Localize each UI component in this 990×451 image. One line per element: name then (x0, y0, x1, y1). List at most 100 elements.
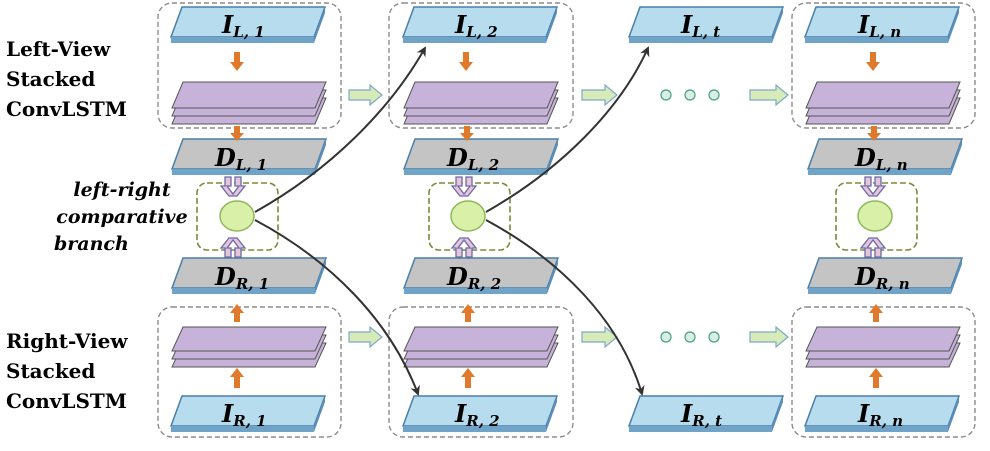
arrow-down-DL1 (230, 126, 244, 141)
DR-2-main: D (446, 262, 468, 291)
plate-IR-2 (401, 395, 559, 432)
DL-1-sub: L, 1 (235, 156, 267, 174)
IL-n-main: I (857, 10, 870, 39)
DL-n-main: D (854, 143, 876, 172)
plate-IR-n (803, 395, 961, 432)
right-lstm-col1 (171, 326, 327, 368)
left-view-label: Left-View Stacked ConvLSTM (6, 34, 127, 124)
right-view-line2: Stacked (6, 359, 96, 383)
node-col1 (219, 200, 255, 232)
right-view-line1: Right-View (6, 329, 128, 353)
left-depth-plates (170, 138, 964, 175)
left-lstm-stacks (171, 81, 961, 125)
label-IL-t: IL, t (680, 10, 720, 41)
curve-node1-to-IR2 (254, 219, 420, 396)
label-DL-1: DL, 1 (214, 143, 267, 174)
label-IR-1: IR, 1 (221, 399, 267, 430)
left-input-plates (169, 6, 961, 43)
label-IL-1: IL, 1 (221, 10, 265, 41)
IL-t-sub: L, t (691, 23, 720, 41)
arrow-down-DL2 (460, 126, 474, 141)
IL-2-main: I (454, 10, 467, 39)
DR-n-sub: R, n (875, 275, 910, 293)
left-group-col1 (157, 2, 342, 129)
right-lstm-stacks (171, 326, 961, 368)
label-DR-1: DR, 1 (214, 262, 269, 293)
arrow-up-DR2 (461, 304, 475, 322)
left-lstm-col2 (403, 81, 559, 125)
curved-arrows (254, 46, 650, 396)
plate-DR-n (806, 257, 964, 294)
DL-2-sub: L, 2 (467, 156, 499, 174)
IL-1-sub: L, 1 (232, 23, 264, 41)
plate-IR-1 (169, 395, 327, 432)
DR-1-sub: R, 1 (235, 275, 269, 293)
plate-DL-1 (170, 138, 328, 175)
label-DR-2: DR, 2 (446, 262, 501, 293)
left-view-group-boxes (157, 2, 976, 129)
left-view-line1: Left-View (6, 37, 111, 61)
arrow-down-ILn (866, 52, 880, 71)
label-IR-t: IR, t (680, 399, 722, 430)
right-group-coln (791, 306, 976, 438)
label-IL-2: IL, 2 (454, 10, 498, 41)
left-group-coln (791, 2, 976, 129)
IR-2-main: I (454, 399, 467, 428)
IR-t-sub: R, t (691, 412, 722, 430)
ellipsis-dots (660, 89, 720, 343)
plate-IL-1 (169, 6, 327, 43)
arrow-up-DR1 (230, 304, 244, 322)
node-coln (857, 200, 893, 232)
label-IR-n: IR, n (857, 399, 903, 430)
plate-DR-1 (170, 257, 328, 294)
DL-n-sub: L, n (875, 156, 908, 174)
arrow-up-IRn (869, 368, 883, 388)
compare-nodes (219, 200, 893, 232)
IR-1-sub: R, 1 (232, 412, 266, 430)
left-group-col2 (388, 2, 574, 129)
arrow-up-IR2 (461, 368, 475, 388)
curve-node2-to-ILt (485, 46, 650, 213)
curve-node1-to-IL2 (254, 46, 426, 213)
node-col2 (450, 200, 486, 232)
DR-n-main: D (854, 262, 876, 291)
DR-2-sub: R, 2 (467, 275, 501, 293)
IL-n-sub: L, n (868, 23, 901, 41)
label-IL-n: IL, n (857, 10, 901, 41)
label-DR-n: DR, n (854, 262, 910, 293)
plate-IL-t (627, 6, 785, 43)
branch-label: left-right comparative branch (52, 177, 192, 258)
left-view-line2: Stacked (6, 67, 96, 91)
branch-line1: left-right (73, 179, 171, 201)
right-group-col2 (388, 306, 574, 438)
arrow-down-DLn (867, 126, 881, 141)
DL-2-main: D (446, 143, 468, 172)
DL-1-main: D (214, 143, 236, 172)
plate-DR-2 (402, 257, 560, 294)
plate-IL-2 (401, 6, 559, 43)
green-arrows (348, 83, 789, 349)
label-DL-2: DL, 2 (446, 143, 499, 174)
branch-line3: branch (54, 233, 129, 255)
right-lstm-coln (805, 326, 961, 368)
curve-node2-to-IRt (485, 219, 645, 396)
IL-1-main: I (221, 10, 234, 39)
orange-arrows (230, 52, 883, 388)
branch-boxes (196, 182, 918, 251)
right-group-col1 (157, 306, 342, 438)
pink-arrows (219, 176, 887, 258)
branch-line2: comparative (56, 206, 188, 228)
IL-2-sub: L, 2 (465, 23, 497, 41)
plate-DL-2 (402, 138, 560, 175)
right-input-plates (169, 395, 961, 432)
label-IR-2: IR, 2 (454, 399, 500, 430)
label-DL-n: DL, n (854, 143, 908, 174)
right-view-label: Right-View Stacked ConvLSTM (6, 326, 128, 416)
IR-n-main: I (857, 399, 870, 428)
right-depth-plates (170, 257, 964, 294)
left-lstm-coln (805, 81, 961, 125)
left-view-line3: ConvLSTM (6, 97, 127, 121)
plate-labels: IL, 1 IL, 2 IL, t IL, n DL, 1 DL, 2 DL, … (214, 10, 910, 430)
